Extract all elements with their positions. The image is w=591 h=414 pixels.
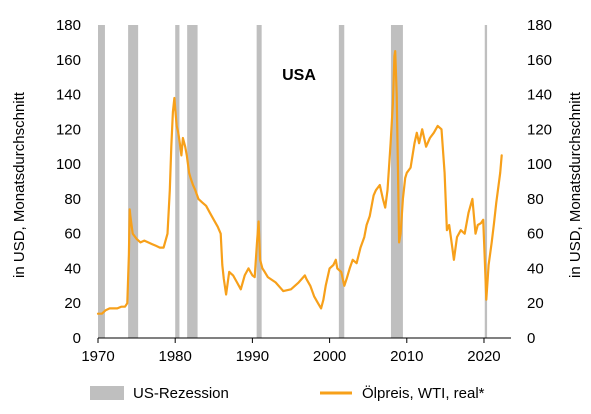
y-tick-label-right-3: 60	[527, 226, 544, 243]
recession-band-6	[390, 25, 403, 338]
legend-series-label: Ölpreis, WTI, real*	[362, 384, 485, 402]
recession-band-4	[256, 25, 262, 338]
x-tick-label-4: 2010	[390, 348, 423, 365]
y-tick-label-left-2: 40	[64, 260, 81, 277]
y-tick-label-left-3: 60	[64, 226, 81, 243]
legend: US-Rezession Ölpreis, WTI, real*	[90, 384, 485, 402]
y-tick-label-left-0: 0	[73, 330, 81, 347]
x-tick-label-2: 1990	[236, 348, 269, 365]
x-tick-label-5: 2020	[467, 348, 500, 365]
y-tick-label-right-5: 100	[527, 156, 552, 173]
y-axis-title-left: in USD, Monatsdurchschnitt	[11, 91, 28, 278]
legend-recession-label: US-Rezession	[133, 385, 229, 402]
y-tick-label-right-6: 120	[527, 121, 552, 138]
y-tick-label-left-6: 120	[56, 121, 81, 138]
y-tick-label-left-5: 100	[56, 156, 81, 173]
y-tick-label-left-4: 80	[64, 191, 81, 208]
recession-band-7	[484, 25, 488, 338]
y-tick-label-left-7: 140	[56, 87, 81, 104]
y-tick-label-right-7: 140	[527, 87, 552, 104]
y-tick-label-left-8: 160	[56, 52, 81, 69]
recession-band-1	[128, 25, 139, 338]
axes	[97, 337, 511, 343]
y-tick-label-right-0: 0	[527, 330, 535, 347]
recession-band-0	[98, 25, 105, 338]
x-tick-label-0: 1970	[81, 348, 114, 365]
recession-band-2	[175, 25, 180, 338]
y-tick-label-right-4: 80	[527, 191, 544, 208]
series-line-0	[96, 49, 503, 315]
y-tick-label-right-1: 20	[527, 295, 544, 312]
x-tick-label-3: 2000	[313, 348, 346, 365]
recession-band-5	[338, 25, 345, 338]
y-axis-title-right: in USD, Monatsdurchschnitt	[567, 91, 584, 278]
y-tick-label-right-2: 40	[527, 260, 544, 277]
y-tick-label-right-9: 180	[527, 17, 552, 34]
series-layer	[96, 49, 503, 315]
x-tick-label-1: 1980	[159, 348, 192, 365]
legend-recession-swatch	[90, 386, 124, 400]
y-tick-label-right-8: 160	[527, 52, 552, 69]
y-tick-label-left-9: 180	[56, 17, 81, 34]
y-tick-label-left-1: 20	[64, 295, 81, 312]
chart-annotation: USA	[282, 67, 316, 84]
